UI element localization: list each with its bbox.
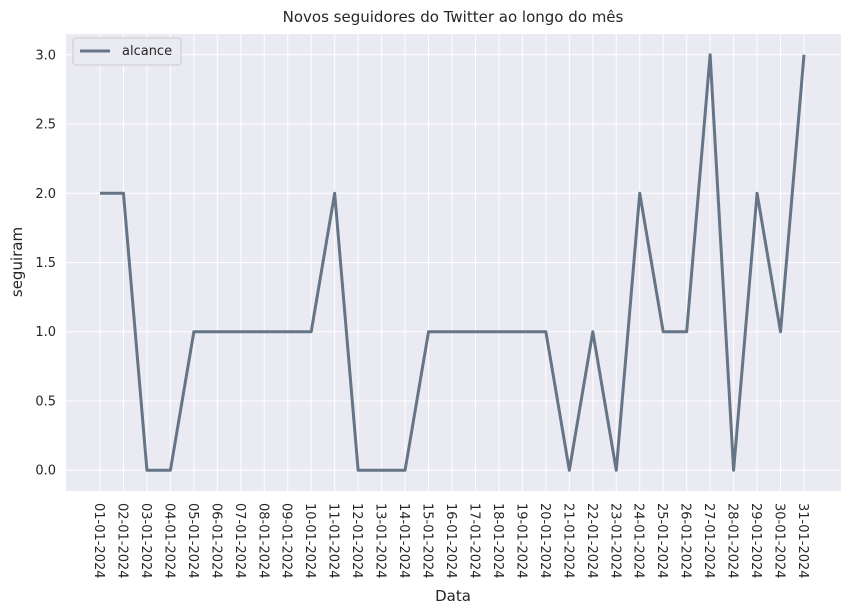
x-tick-label: 20-01-2024: [537, 503, 552, 579]
series-line-alcance: [100, 53, 806, 472]
x-tick-label: 04-01-2024: [161, 503, 176, 579]
x-tick-label: 06-01-2024: [208, 503, 223, 579]
x-tick-label: 14-01-2024: [396, 503, 411, 579]
legend-box: [72, 37, 182, 66]
x-tick-label: 30-01-2024: [772, 503, 787, 579]
legend-label: alcance: [122, 44, 172, 59]
x-tick-label: 26-01-2024: [678, 503, 693, 579]
x-tick-label: 18-01-2024: [490, 503, 505, 579]
y-tick-label: 2.0: [35, 187, 56, 202]
y-axis-label: seguiram: [8, 227, 26, 297]
series-group: [100, 53, 806, 472]
x-tick-label: 08-01-2024: [255, 503, 270, 579]
x-tick-label: 27-01-2024: [701, 503, 716, 579]
x-tick-label: 24-01-2024: [631, 503, 646, 579]
x-tick-label: 11-01-2024: [326, 503, 341, 579]
x-tick-label: 22-01-2024: [584, 503, 599, 579]
y-tick-label: 0.0: [35, 464, 56, 479]
chart-title: Novos seguidores do Twitter ao longo do …: [283, 8, 624, 26]
x-tick-label: 02-01-2024: [114, 503, 129, 579]
y-tick-label: 0.5: [35, 394, 56, 409]
y-tick-label: 1.5: [35, 256, 56, 271]
x-tick-label: 15-01-2024: [420, 503, 435, 579]
x-tick-label: 03-01-2024: [138, 503, 153, 579]
y-tick-label: 3.0: [35, 48, 56, 63]
legend: alcance: [72, 37, 182, 66]
y-tick-label: 1.0: [35, 325, 56, 340]
grid: [66, 34, 841, 491]
x-tick-label: 29-01-2024: [748, 503, 763, 579]
x-tick-label: 05-01-2024: [185, 503, 200, 579]
x-axis-label: Data: [435, 587, 471, 605]
x-tick-label: 21-01-2024: [560, 503, 575, 579]
x-tick-label: 13-01-2024: [373, 503, 388, 579]
y-tick-labels: 0.0 0.5 1.0 1.5 2.0 2.5 3.0: [35, 48, 56, 478]
y-tick-label: 2.5: [35, 118, 56, 133]
x-tick-label: 31-01-2024: [795, 503, 810, 579]
x-tick-label: 12-01-2024: [349, 503, 364, 579]
x-tick-label: 25-01-2024: [654, 503, 669, 579]
x-tick-label: 16-01-2024: [443, 503, 458, 579]
x-tick-label: 09-01-2024: [279, 503, 294, 579]
x-tick-labels: 01-01-2024 02-01-2024 03-01-2024 04-01-2024…: [91, 503, 810, 579]
x-tick-label: 10-01-2024: [302, 503, 317, 579]
x-tick-label: 23-01-2024: [607, 503, 622, 579]
x-tick-label: 19-01-2024: [513, 503, 528, 579]
x-tick-label: 17-01-2024: [466, 503, 481, 579]
x-tick-label: 28-01-2024: [725, 503, 740, 579]
x-tick-label: 07-01-2024: [232, 503, 247, 579]
x-tick-label: 01-01-2024: [91, 503, 106, 579]
